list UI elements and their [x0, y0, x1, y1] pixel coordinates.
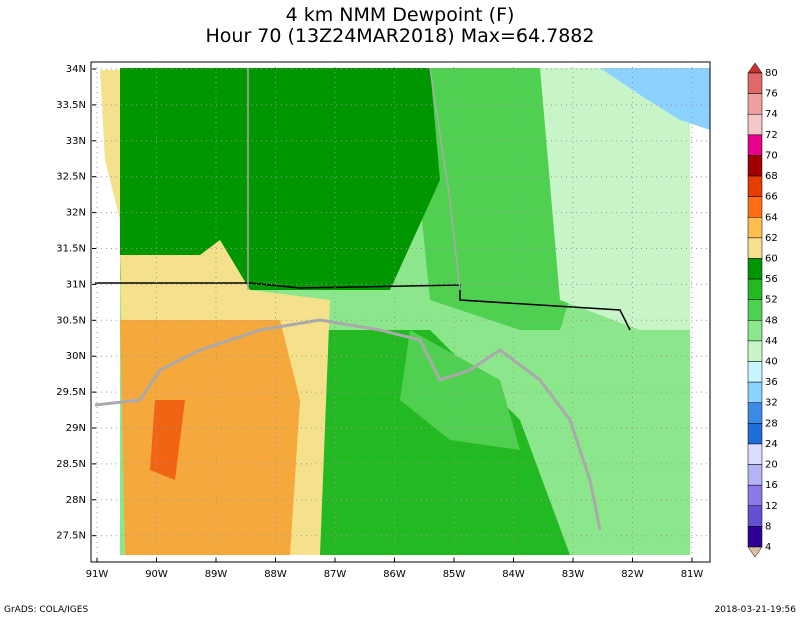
colorbar-box	[747, 361, 763, 383]
field-44	[540, 68, 690, 330]
lon-label: 81W	[681, 569, 704, 580]
footer-right: 2018-03-21-19:56	[715, 605, 797, 615]
title-line-2: Hour 70 (13Z24MAR2018) Max=64.7882	[206, 25, 595, 47]
lon-label: 89W	[205, 569, 228, 580]
lat-label: 32N	[66, 208, 86, 219]
colorbar-box	[747, 258, 763, 280]
lat-label: 31N	[66, 279, 86, 290]
lat-label: 29.5N	[56, 387, 86, 398]
colorbar-box	[747, 526, 763, 548]
colorbar-box	[747, 381, 763, 403]
colorbar-label: 12	[765, 501, 778, 512]
colorbar-box	[747, 278, 763, 300]
colorbar-label: 52	[765, 295, 778, 306]
colorbar-box	[747, 402, 763, 424]
field-west-edge	[100, 70, 120, 220]
lon-label: 84W	[502, 569, 525, 580]
lat-label: 31.5N	[56, 244, 86, 255]
footer-left: GrADS: COLA/IGES	[4, 605, 88, 615]
colorbar-box	[747, 423, 763, 445]
colorbar-label: 4	[765, 542, 771, 553]
colorbar-label: 8	[765, 521, 771, 532]
colorbar-box	[747, 134, 763, 156]
lon-label: 83W	[562, 569, 585, 580]
lon-label: 87W	[324, 569, 347, 580]
colorbar-label: 60	[765, 253, 778, 264]
colorbar-label: 66	[765, 192, 778, 203]
colorbar-label: 80	[765, 68, 778, 79]
colorbar-label: 40	[765, 357, 778, 368]
lat-label: 28N	[66, 495, 86, 506]
colorbar-box	[747, 484, 763, 507]
colorbar-label: 68	[765, 171, 778, 182]
colorbar-label: 64	[765, 212, 778, 223]
lon-label: 90W	[145, 569, 168, 580]
colorbar-box	[747, 443, 763, 465]
coastline	[94, 318, 602, 531]
lat-label: 34N	[66, 64, 86, 75]
colorbar-box	[747, 299, 763, 321]
colorbar-box	[747, 196, 763, 218]
lat-label: 32.5N	[56, 172, 86, 183]
state-border-al-ga	[429, 67, 461, 291]
field-56-gulf	[320, 330, 570, 555]
lon-label: 88W	[264, 569, 287, 580]
colorbar-box	[747, 340, 763, 362]
colorbar-box	[747, 155, 763, 177]
lon-label: 91W	[86, 569, 109, 580]
colorbar-label: 56	[765, 274, 778, 285]
colorbar-box	[747, 464, 763, 486]
axes: 34N 33.5N 33N 32.5N 32N 31.5N 31N 30.5N 30N 29.5N…	[56, 62, 710, 580]
map-field	[90, 61, 711, 563]
colorbar-label: 48	[765, 315, 778, 326]
lat-label: 30N	[66, 351, 86, 362]
colorbar-label: 28	[765, 418, 778, 429]
colorbar-label: 20	[765, 460, 778, 471]
colorbar-top	[747, 62, 763, 74]
colorbar-bottom	[747, 546, 763, 558]
colorbar-box	[747, 175, 763, 197]
colorbar-box	[747, 113, 763, 136]
lon-label: 85W	[443, 569, 466, 580]
colorbar-label: 32	[765, 398, 778, 409]
lat-label: 29N	[66, 423, 86, 434]
field-62	[120, 320, 300, 555]
colorbar-label: 24	[765, 439, 778, 450]
colorbar: 8076747270686664626056524844403632282420…	[747, 62, 778, 558]
colorbar-box	[747, 505, 763, 527]
lat-label: 33.5N	[56, 100, 86, 111]
colorbar-label: 16	[765, 480, 778, 491]
field-64	[150, 400, 185, 480]
colorbar-box	[747, 93, 763, 115]
colorbar-label: 70	[765, 150, 778, 161]
colorbar-label: 62	[765, 233, 778, 244]
colorbar-box	[747, 320, 763, 342]
lat-label: 27.5N	[56, 531, 86, 542]
lat-label: 30.5N	[56, 315, 86, 326]
colorbar-label: 74	[765, 109, 778, 120]
colorbar-box	[747, 72, 763, 94]
colorbar-label: 76	[765, 89, 778, 100]
colorbar-label: 44	[765, 336, 778, 347]
lat-label: 33N	[66, 136, 86, 147]
colorbar-box	[747, 217, 763, 239]
colorbar-box	[747, 237, 763, 259]
field-36	[600, 68, 710, 130]
colorbar-label: 36	[765, 377, 778, 388]
field-56-north	[120, 68, 440, 290]
lon-label: 86W	[383, 569, 406, 580]
lat-label: 28.5N	[56, 459, 86, 470]
lon-label: 82W	[621, 569, 644, 580]
colorbar-label: 72	[765, 130, 778, 141]
title-line-1: 4 km NMM Dewpoint (F)	[286, 4, 515, 26]
map-frame	[90, 61, 711, 563]
